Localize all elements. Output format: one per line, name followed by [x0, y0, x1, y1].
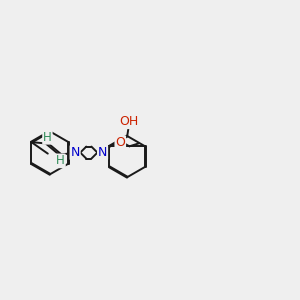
Text: OH: OH: [119, 115, 138, 128]
Text: N: N: [98, 146, 107, 159]
Text: O: O: [115, 136, 125, 149]
Text: H: H: [56, 154, 65, 167]
Text: H: H: [43, 131, 52, 144]
Text: N: N: [70, 146, 80, 159]
